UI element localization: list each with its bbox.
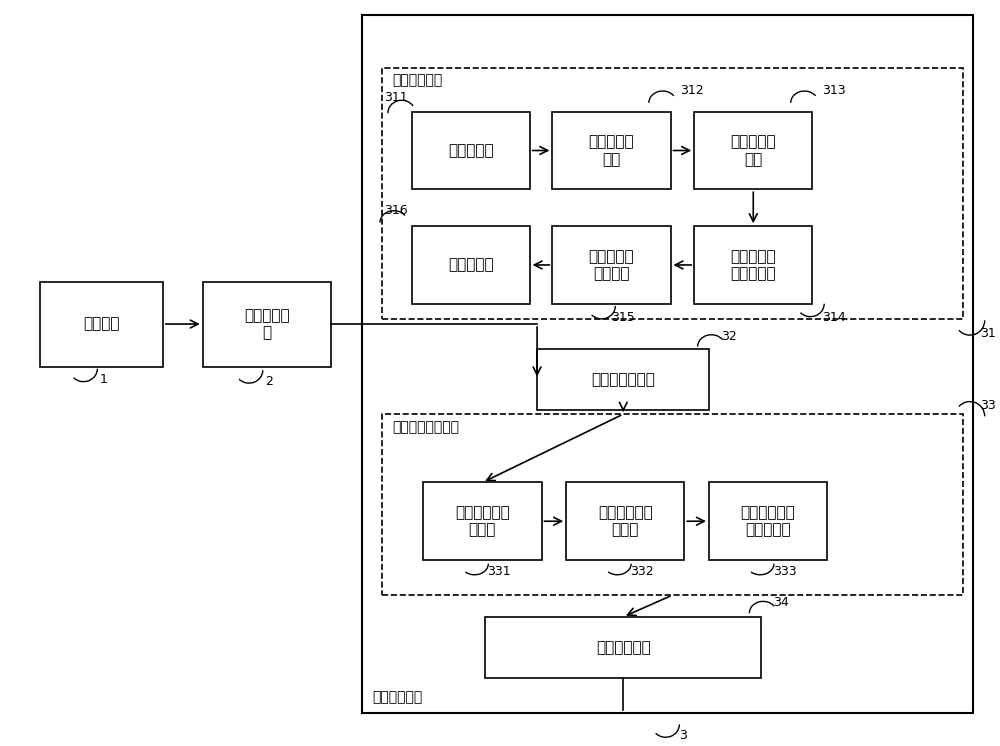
Text: 311: 311 — [384, 91, 408, 104]
Bar — [382, 414, 963, 595]
Text: 312: 312 — [680, 84, 704, 97]
Text: 回波宽度计算单元: 回波宽度计算单元 — [392, 420, 459, 434]
Bar — [423, 483, 542, 560]
Text: 前沿采样点
检测子单元: 前沿采样点 检测子单元 — [730, 248, 776, 281]
Bar — [382, 68, 963, 319]
Text: 距离校正单元: 距离校正单元 — [596, 640, 651, 655]
Text: 313: 313 — [822, 84, 846, 97]
Text: 信号转换模
块: 信号转换模 块 — [244, 308, 290, 340]
Text: 31: 31 — [980, 327, 996, 340]
Text: 前沿时刻计
算子单元: 前沿时刻计 算子单元 — [589, 248, 634, 281]
Text: 前沿检波单元: 前沿检波单元 — [392, 74, 442, 88]
Bar — [362, 16, 973, 713]
Text: 32: 32 — [721, 330, 737, 343]
Text: 波形宽度数据
计算子单元: 波形宽度数据 计算子单元 — [741, 505, 795, 537]
Text: 314: 314 — [822, 310, 846, 324]
Text: 315: 315 — [611, 310, 635, 324]
Text: 距离差计算单元: 距离差计算单元 — [591, 372, 655, 387]
Text: 关闭子单元: 关闭子单元 — [448, 257, 493, 272]
Text: 采样模块: 采样模块 — [83, 316, 120, 331]
Text: 启动子单元: 启动子单元 — [448, 143, 493, 158]
Text: 33: 33 — [980, 399, 996, 412]
Bar — [203, 281, 331, 366]
Text: 后沿时刻计算
子单元: 后沿时刻计算 子单元 — [598, 505, 653, 537]
Text: 前沿时刻计算
子单元: 前沿时刻计算 子单元 — [455, 505, 510, 537]
Bar — [412, 226, 530, 304]
Bar — [694, 112, 812, 189]
Bar — [552, 112, 671, 189]
Text: 2: 2 — [265, 374, 273, 388]
Text: 波形检测子
单元: 波形检测子 单元 — [730, 134, 776, 166]
Bar — [566, 483, 684, 560]
Text: 1: 1 — [99, 373, 107, 386]
Bar — [694, 226, 812, 304]
Bar — [412, 112, 530, 189]
Bar — [40, 281, 163, 366]
Text: 距离计算模块: 距离计算模块 — [372, 690, 422, 704]
Text: 3: 3 — [679, 729, 687, 742]
Text: 333: 333 — [773, 565, 797, 578]
Text: 直线拟合子
单元: 直线拟合子 单元 — [589, 134, 634, 166]
Bar — [552, 226, 671, 304]
Text: 316: 316 — [384, 204, 408, 217]
Bar — [485, 617, 761, 678]
Bar — [537, 349, 709, 410]
Text: 331: 331 — [487, 565, 511, 578]
Text: 332: 332 — [630, 565, 654, 578]
Bar — [709, 483, 827, 560]
Text: 34: 34 — [773, 597, 789, 609]
